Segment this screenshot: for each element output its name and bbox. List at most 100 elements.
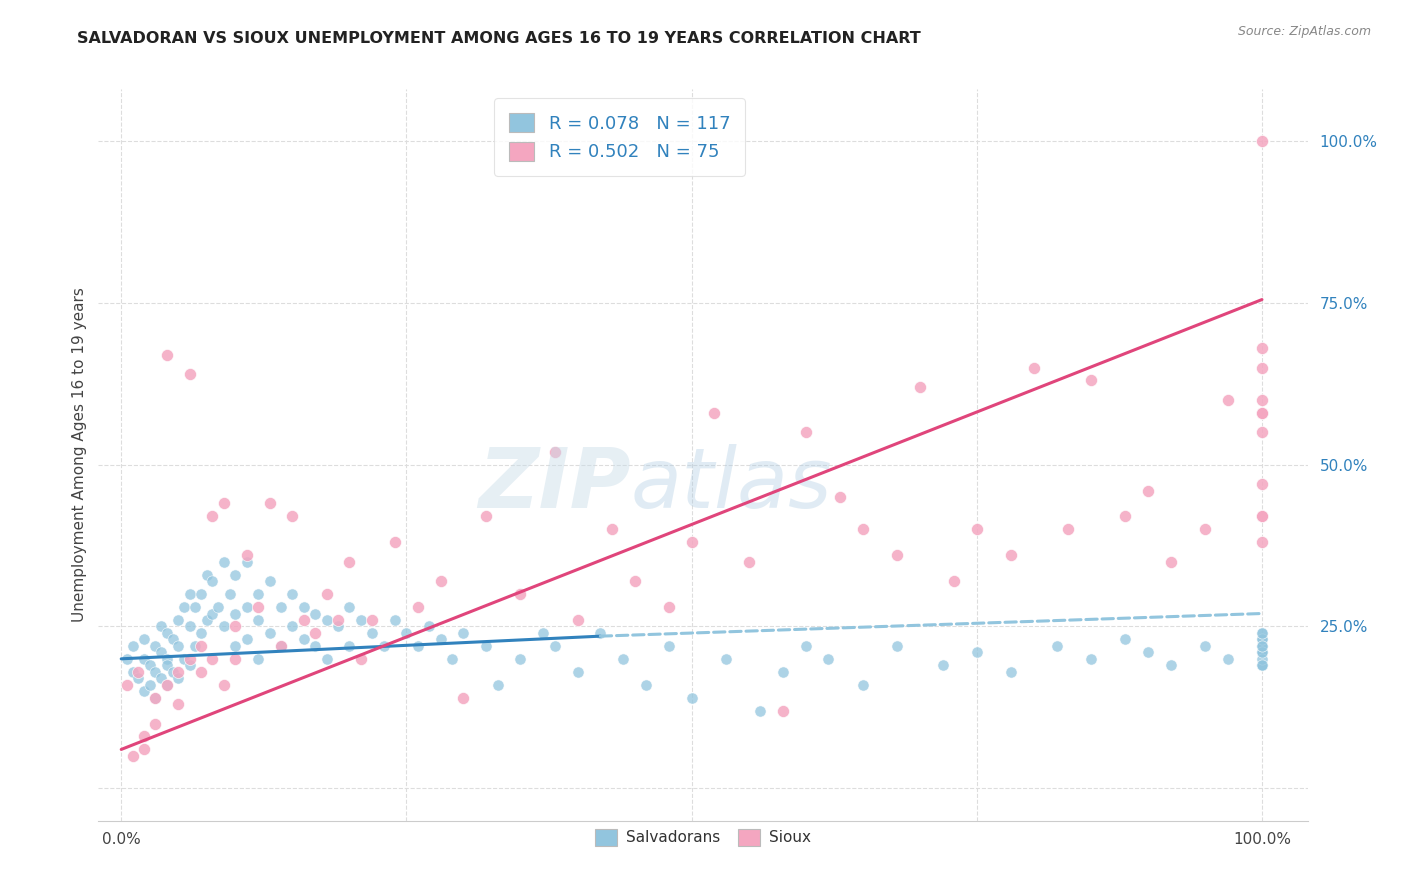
Text: SALVADORAN VS SIOUX UNEMPLOYMENT AMONG AGES 16 TO 19 YEARS CORRELATION CHART: SALVADORAN VS SIOUX UNEMPLOYMENT AMONG A… (77, 31, 921, 46)
Point (681, 690, 703, 705)
Point (212, 555, 235, 569)
Point (1057, 522, 1080, 536)
Point (429, 574, 451, 589)
Point (292, 613, 315, 627)
Point (224, 607, 246, 621)
Point (195, 613, 218, 627)
Point (544, 639, 567, 653)
Point (247, 652, 270, 666)
Point (132, 632, 155, 647)
Point (179, 619, 201, 633)
Point (634, 678, 657, 692)
Point (281, 509, 304, 524)
Point (749, 704, 772, 718)
Point (292, 600, 315, 615)
Point (1251, 134, 1274, 148)
Point (167, 639, 190, 653)
Point (184, 600, 207, 615)
Point (315, 587, 337, 601)
Point (139, 658, 162, 673)
Point (190, 626, 212, 640)
Point (218, 587, 240, 601)
Point (406, 600, 429, 615)
Point (1251, 645, 1274, 659)
Point (1251, 626, 1274, 640)
Point (167, 697, 190, 711)
Point (350, 652, 373, 666)
Point (132, 684, 155, 698)
Text: atlas: atlas (630, 443, 832, 524)
Point (966, 645, 988, 659)
Point (190, 587, 212, 601)
Point (235, 600, 257, 615)
Point (1194, 639, 1216, 653)
Point (1251, 425, 1274, 440)
Y-axis label: Unemployment Among Ages 16 to 19 years: Unemployment Among Ages 16 to 19 years (72, 287, 87, 623)
Point (1080, 652, 1102, 666)
Point (931, 658, 953, 673)
Point (384, 613, 406, 627)
Point (270, 639, 292, 653)
Point (908, 380, 931, 394)
Point (1000, 665, 1022, 679)
Point (886, 548, 908, 562)
Point (259, 574, 281, 589)
Point (212, 619, 235, 633)
Point (1251, 360, 1274, 375)
Point (567, 665, 589, 679)
Point (1251, 632, 1274, 647)
Point (1251, 477, 1274, 491)
Point (852, 522, 875, 536)
Point (441, 652, 464, 666)
Point (772, 704, 794, 718)
Point (1194, 522, 1216, 536)
Point (509, 587, 531, 601)
Point (600, 522, 623, 536)
Point (247, 600, 270, 615)
Point (179, 367, 201, 381)
Point (1251, 632, 1274, 647)
Point (681, 535, 703, 549)
Point (150, 671, 173, 685)
Point (337, 600, 360, 615)
Point (145, 716, 167, 731)
Point (1251, 658, 1274, 673)
Point (304, 639, 326, 653)
Point (406, 639, 429, 653)
Point (772, 665, 794, 679)
Point (1251, 392, 1274, 407)
Point (132, 742, 155, 756)
Point (224, 567, 246, 582)
Point (173, 600, 195, 615)
Point (1251, 658, 1274, 673)
Point (201, 607, 224, 621)
Point (201, 574, 224, 589)
Point (150, 645, 173, 659)
Point (1251, 341, 1274, 355)
Point (132, 730, 155, 744)
Point (1046, 639, 1069, 653)
Point (190, 665, 212, 679)
Point (190, 639, 212, 653)
Point (247, 587, 270, 601)
Point (162, 632, 184, 647)
Point (373, 639, 395, 653)
Point (127, 671, 149, 685)
Point (1080, 374, 1102, 388)
Point (212, 678, 235, 692)
Point (1114, 632, 1136, 647)
Point (567, 613, 589, 627)
Point (184, 639, 207, 653)
Point (531, 626, 554, 640)
Point (1216, 652, 1239, 666)
Point (115, 678, 138, 692)
Point (1251, 406, 1274, 420)
Point (623, 574, 645, 589)
Point (1251, 645, 1274, 659)
Point (544, 444, 567, 458)
Point (1251, 658, 1274, 673)
Point (304, 607, 326, 621)
Point (337, 639, 360, 653)
Point (1000, 548, 1022, 562)
Point (224, 619, 246, 633)
